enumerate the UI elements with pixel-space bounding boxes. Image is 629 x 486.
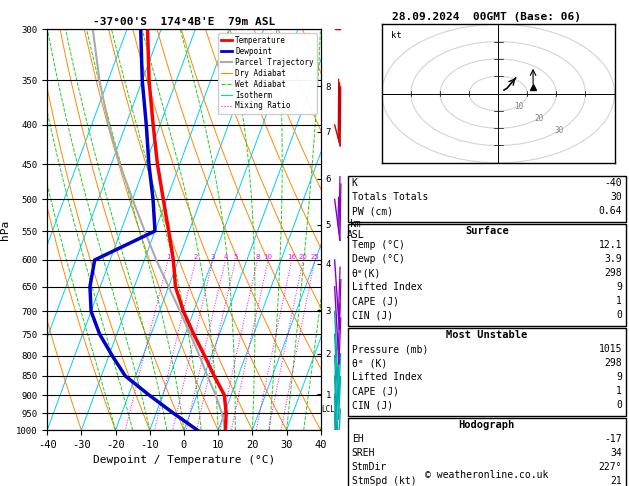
Text: θᵉ (K): θᵉ (K) bbox=[352, 358, 387, 368]
Text: Temp (°C): Temp (°C) bbox=[352, 240, 404, 250]
Text: 30: 30 bbox=[555, 126, 564, 136]
Text: Lifted Index: Lifted Index bbox=[352, 282, 422, 292]
Text: Dewp (°C): Dewp (°C) bbox=[352, 254, 404, 264]
Text: Totals Totals: Totals Totals bbox=[352, 192, 428, 202]
Text: EH: EH bbox=[352, 434, 364, 444]
Text: Most Unstable: Most Unstable bbox=[446, 330, 528, 340]
Text: 1015: 1015 bbox=[598, 344, 622, 354]
Text: 30: 30 bbox=[610, 192, 622, 202]
Text: SREH: SREH bbox=[352, 448, 376, 458]
Y-axis label: hPa: hPa bbox=[1, 220, 11, 240]
Text: PW (cm): PW (cm) bbox=[352, 206, 393, 216]
Text: 1: 1 bbox=[616, 296, 622, 306]
Text: 0: 0 bbox=[616, 310, 622, 320]
Text: StmSpd (kt): StmSpd (kt) bbox=[352, 476, 416, 486]
Text: CAPE (J): CAPE (J) bbox=[352, 296, 399, 306]
Bar bbox=[348, 328, 626, 416]
Y-axis label: km
ASL: km ASL bbox=[347, 219, 365, 241]
Bar bbox=[348, 176, 626, 222]
Text: 21: 21 bbox=[610, 476, 622, 486]
Text: 9: 9 bbox=[616, 282, 622, 292]
Text: CIN (J): CIN (J) bbox=[352, 310, 393, 320]
Text: K: K bbox=[352, 178, 358, 188]
Text: Pressure (mb): Pressure (mb) bbox=[352, 344, 428, 354]
Text: θᵉ(K): θᵉ(K) bbox=[352, 268, 381, 278]
Legend: Temperature, Dewpoint, Parcel Trajectory, Dry Adiabat, Wet Adiabat, Isotherm, Mi: Temperature, Dewpoint, Parcel Trajectory… bbox=[218, 33, 317, 114]
Text: 34: 34 bbox=[610, 448, 622, 458]
Text: 3: 3 bbox=[211, 254, 215, 260]
Text: © weatheronline.co.uk: © weatheronline.co.uk bbox=[425, 470, 548, 480]
Text: CIN (J): CIN (J) bbox=[352, 400, 393, 410]
Text: Surface: Surface bbox=[465, 226, 509, 236]
Text: 1: 1 bbox=[616, 386, 622, 396]
Text: 20: 20 bbox=[534, 114, 543, 123]
Text: 25: 25 bbox=[311, 254, 320, 260]
Text: 20: 20 bbox=[299, 254, 308, 260]
Text: 2: 2 bbox=[194, 254, 198, 260]
Text: 8: 8 bbox=[255, 254, 260, 260]
Text: Lifted Index: Lifted Index bbox=[352, 372, 422, 382]
Text: LCL: LCL bbox=[321, 405, 335, 414]
Text: Hodograph: Hodograph bbox=[459, 420, 515, 430]
Text: 0: 0 bbox=[616, 400, 622, 410]
Text: 4: 4 bbox=[223, 254, 228, 260]
Text: 10: 10 bbox=[264, 254, 272, 260]
Text: 10: 10 bbox=[514, 102, 523, 111]
Text: 227°: 227° bbox=[598, 462, 622, 472]
Bar bbox=[348, 418, 626, 486]
Text: 5: 5 bbox=[233, 254, 238, 260]
Text: StmDir: StmDir bbox=[352, 462, 387, 472]
Text: -40: -40 bbox=[604, 178, 622, 188]
Text: 3.9: 3.9 bbox=[604, 254, 622, 264]
Title: -37°00'S  174°4B'E  79m ASL: -37°00'S 174°4B'E 79m ASL bbox=[93, 17, 275, 27]
Text: 0.64: 0.64 bbox=[598, 206, 622, 216]
Text: 298: 298 bbox=[604, 358, 622, 368]
Bar bbox=[348, 224, 626, 326]
Text: 298: 298 bbox=[604, 268, 622, 278]
Text: 16: 16 bbox=[287, 254, 296, 260]
Text: CAPE (J): CAPE (J) bbox=[352, 386, 399, 396]
Text: 1: 1 bbox=[166, 254, 170, 260]
Text: kt: kt bbox=[391, 31, 401, 40]
Text: 12.1: 12.1 bbox=[598, 240, 622, 250]
Text: 28.09.2024  00GMT (Base: 06): 28.09.2024 00GMT (Base: 06) bbox=[392, 12, 581, 22]
X-axis label: Dewpoint / Temperature (°C): Dewpoint / Temperature (°C) bbox=[93, 455, 275, 466]
Text: -17: -17 bbox=[604, 434, 622, 444]
Text: 9: 9 bbox=[616, 372, 622, 382]
